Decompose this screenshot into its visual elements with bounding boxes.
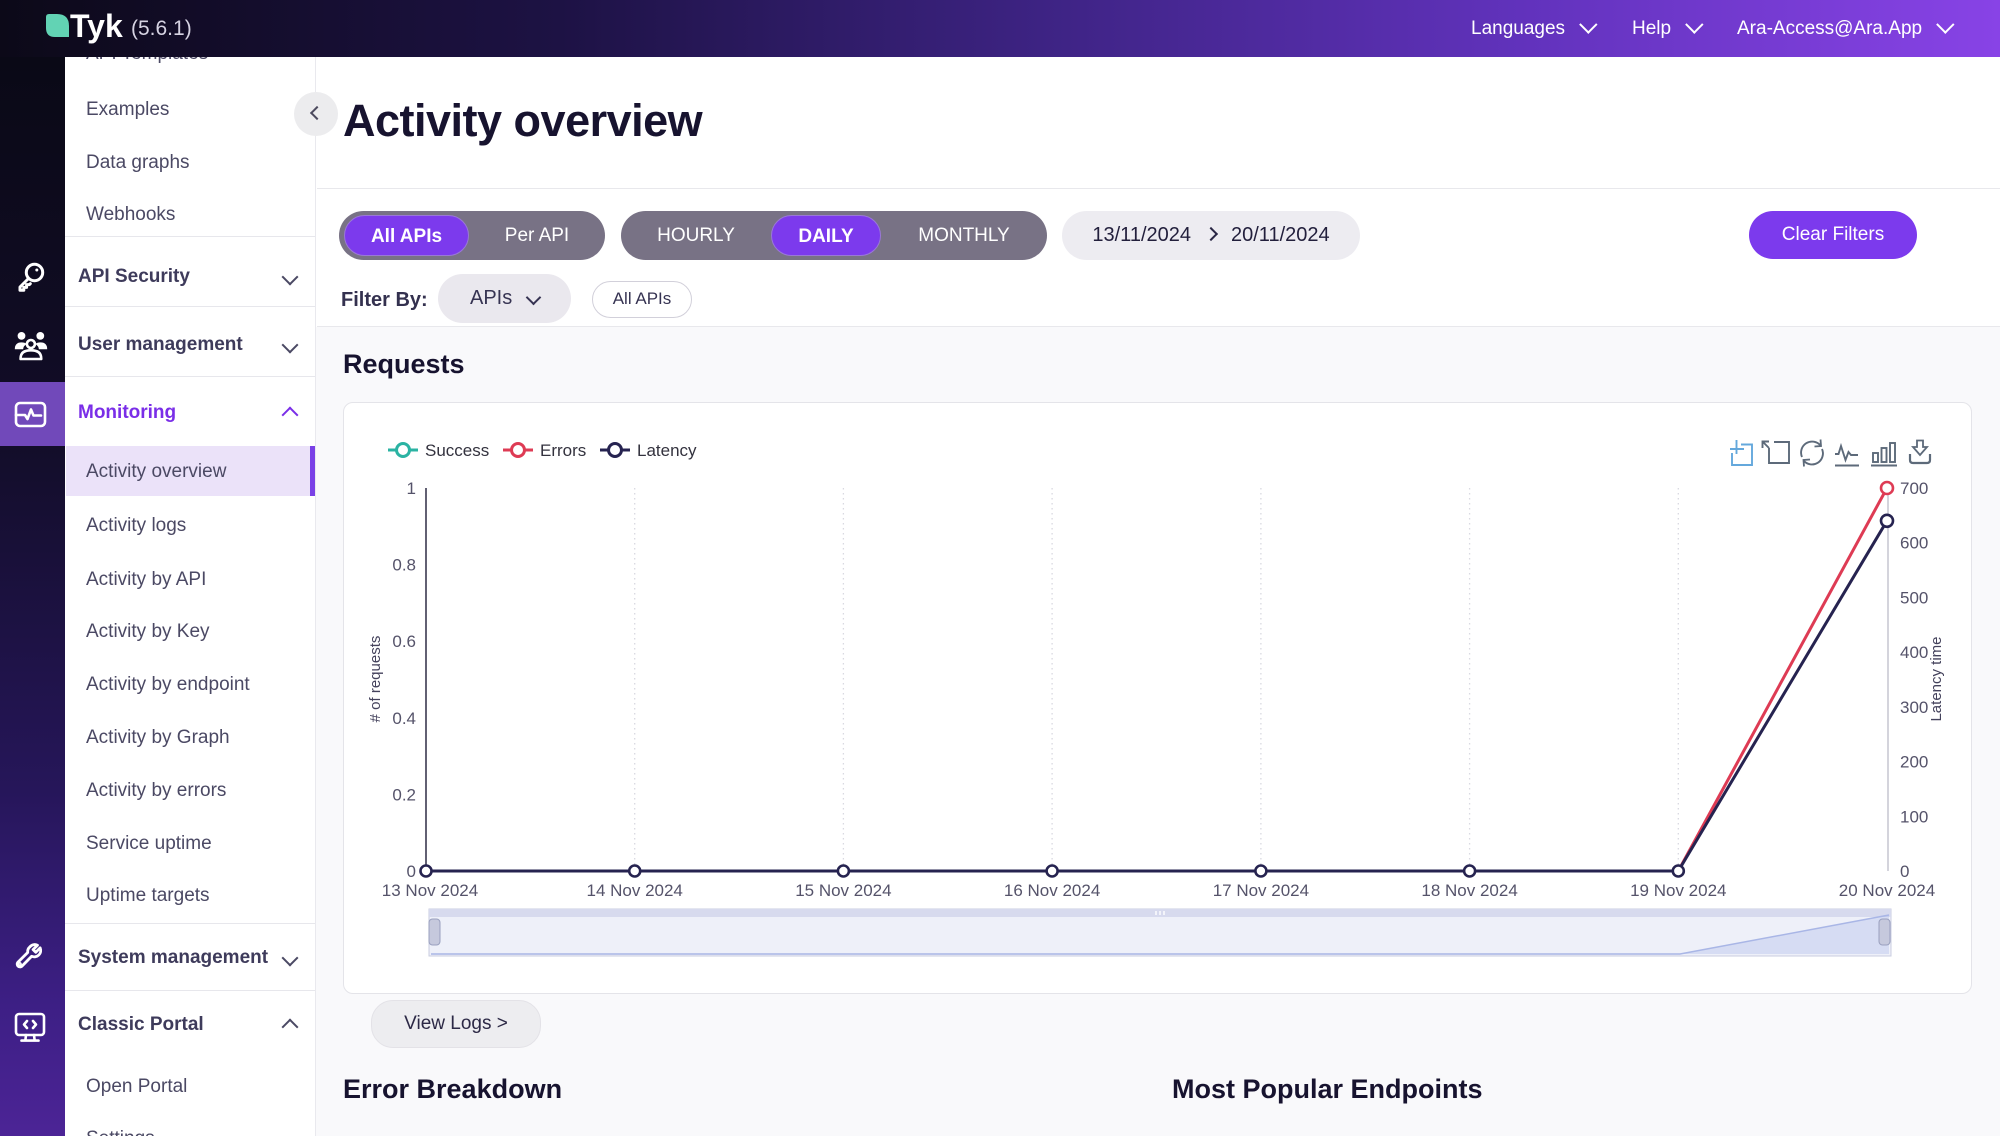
svg-text:16 Nov 2024: 16 Nov 2024	[1004, 881, 1100, 900]
svg-text:0.2: 0.2	[392, 785, 416, 804]
svg-text:200: 200	[1900, 753, 1928, 772]
svg-text:1: 1	[407, 479, 416, 498]
svg-text:Latency: Latency	[637, 441, 697, 460]
svg-text:0.6: 0.6	[392, 632, 416, 651]
svg-text:0: 0	[407, 862, 416, 881]
svg-text:19 Nov 2024: 19 Nov 2024	[1630, 881, 1726, 900]
svg-text:400: 400	[1900, 643, 1928, 662]
svg-text:600: 600	[1900, 534, 1928, 553]
svg-text:13 Nov 2024: 13 Nov 2024	[382, 881, 478, 900]
svg-text:Success: Success	[425, 441, 489, 460]
svg-text:500: 500	[1900, 588, 1928, 607]
svg-text:18 Nov 2024: 18 Nov 2024	[1421, 881, 1517, 900]
svg-text:0: 0	[1900, 862, 1909, 881]
svg-text:# of requests: # of requests	[367, 636, 384, 723]
svg-text:0.4: 0.4	[392, 709, 416, 728]
svg-text:100: 100	[1900, 807, 1928, 826]
svg-text:20 Nov 2024: 20 Nov 2024	[1839, 881, 1935, 900]
svg-text:Errors: Errors	[540, 441, 586, 460]
svg-text:17 Nov 2024: 17 Nov 2024	[1213, 881, 1309, 900]
svg-text:15 Nov 2024: 15 Nov 2024	[795, 881, 891, 900]
svg-text:700: 700	[1900, 479, 1928, 498]
svg-text:300: 300	[1900, 698, 1928, 717]
svg-text:Latency time: Latency time	[1928, 636, 1945, 721]
svg-text:14 Nov 2024: 14 Nov 2024	[586, 881, 682, 900]
svg-text:0.8: 0.8	[392, 556, 416, 575]
